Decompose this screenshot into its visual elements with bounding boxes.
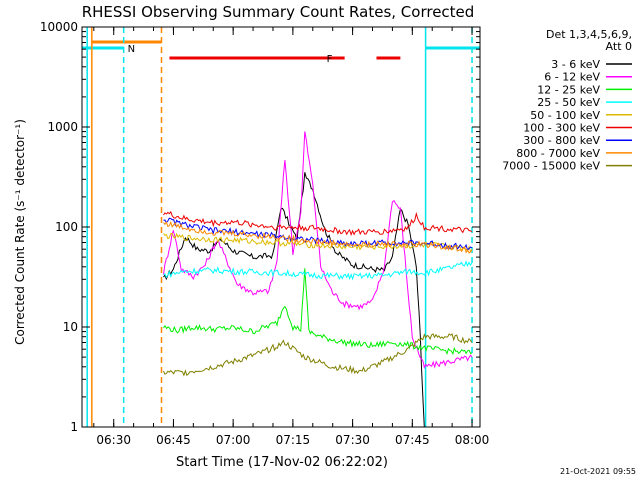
flag-label: F — [327, 54, 333, 65]
legend-entry-label: 25 - 50 keV — [537, 96, 600, 109]
y-tick-label: 1 — [70, 420, 78, 434]
x-tick-label: 07:15 — [276, 433, 311, 447]
y-tick-label: 10000 — [40, 20, 78, 34]
y-tick-label: 100 — [55, 220, 78, 234]
x-tick-label: 08:00 — [455, 433, 490, 447]
series-line — [163, 220, 473, 254]
x-axis-label: Start Time (17-Nov-02 06:22:02) — [176, 455, 388, 470]
x-axis: 06:30 06:45 07:00 07:15 07:30 07:45 08:00 — [93, 27, 490, 447]
y-axis-label: Corrected Count Rate (s⁻¹ detector⁻¹) — [13, 119, 27, 345]
legend-header: Det 1,3,4,5,6,9, — [546, 28, 632, 41]
series-lines — [163, 131, 473, 427]
legend-entry-label: 3 - 6 keV — [551, 58, 600, 71]
series-line — [163, 260, 473, 281]
footer-timestamp: 21-Oct-2021 09:55 — [560, 467, 636, 476]
legend-entry-label: 12 - 25 keV — [537, 83, 600, 96]
x-tick-label: 07:45 — [395, 433, 430, 447]
x-tick-label: 07:30 — [335, 433, 370, 447]
x-tick-label: 06:45 — [156, 433, 191, 447]
chart-title: RHESSI Observing Summary Count Rates, Co… — [82, 3, 475, 21]
attenuator-flags: NF — [82, 40, 480, 65]
x-tick-label: 07:00 — [216, 433, 251, 447]
flag-label: N — [128, 44, 135, 55]
y-tick-label: 1000 — [47, 120, 78, 134]
series-line — [163, 333, 473, 377]
legend-entry-label: 6 - 12 keV — [544, 71, 600, 84]
legend-header: Att 0 — [606, 40, 632, 53]
legend-entry-label: 100 - 300 keV — [523, 122, 600, 135]
legend-entry-label: 7000 - 15000 keV — [502, 160, 600, 173]
legend-entry-label: 800 - 7000 keV — [516, 147, 600, 160]
y-tick-label: 10 — [63, 320, 78, 334]
x-tick-label: 06:30 — [96, 433, 131, 447]
y-axis: 1 10 100 1000 10000 — [40, 20, 480, 434]
legend-entry-label: 50 - 100 keV — [530, 109, 600, 122]
legend-entry-label: 300 - 800 keV — [523, 134, 600, 147]
series-line — [163, 210, 473, 237]
series-line — [163, 268, 473, 356]
series-line — [163, 172, 425, 427]
